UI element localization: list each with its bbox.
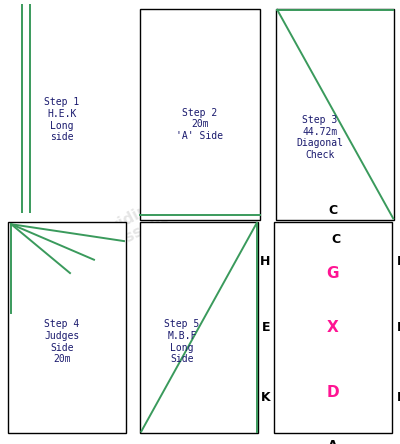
Text: M: M: [397, 255, 400, 269]
Text: E: E: [262, 321, 270, 334]
Text: Step 5
M.B.F
Long
Side: Step 5 M.B.F Long Side: [164, 320, 200, 364]
Bar: [140, 9, 260, 220]
Bar: [276, 9, 394, 220]
Text: G: G: [326, 266, 339, 281]
Text: D: D: [326, 385, 339, 400]
Text: K: K: [260, 391, 270, 404]
Text: A: A: [328, 439, 338, 444]
Bar: [140, 222, 258, 433]
Text: H: H: [260, 255, 270, 269]
Text: Step 2
20m
'A' Side: Step 2 20m 'A' Side: [176, 108, 224, 141]
Text: F: F: [397, 391, 400, 404]
Text: X: X: [327, 320, 339, 335]
Text: Step 3
44.72m
Diagonal
Check: Step 3 44.72m Diagonal Check: [296, 115, 344, 160]
Bar: [8, 222, 126, 433]
Text: localriding.com
DIY Dressage Arena: localriding.com DIY Dressage Arena: [57, 168, 223, 276]
Bar: [274, 222, 392, 433]
Text: B: B: [397, 321, 400, 334]
Text: C: C: [328, 204, 337, 217]
Text: Step 1
H.E.K
Long
side: Step 1 H.E.K Long side: [44, 98, 80, 142]
Text: Step 4
Judges
Side
20m: Step 4 Judges Side 20m: [44, 320, 80, 364]
Text: C: C: [332, 233, 340, 246]
